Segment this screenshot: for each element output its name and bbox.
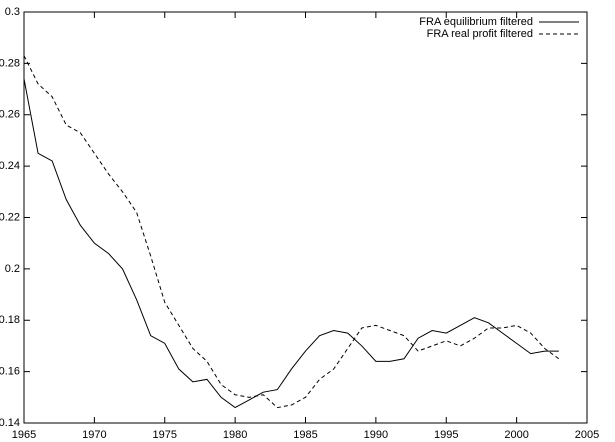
x-tick-label: 2005 — [575, 429, 599, 441]
y-tick-label: 0.22 — [0, 211, 20, 223]
x-tick-label: 2000 — [504, 429, 528, 441]
x-tick-label: 1980 — [223, 429, 247, 441]
x-tick-label: 1970 — [82, 429, 106, 441]
legend-label: FRA real profit filtered — [427, 28, 533, 40]
y-tick-label: 0.18 — [0, 314, 20, 326]
x-tick-label: 1985 — [293, 429, 317, 441]
y-tick-label: 0.16 — [0, 366, 20, 378]
y-tick-label: 0.14 — [0, 417, 20, 429]
y-tick-label: 0.26 — [0, 109, 20, 121]
y-tick-label: 0.3 — [5, 6, 20, 18]
data-line — [23, 55, 560, 409]
x-tick-label: 1990 — [364, 429, 388, 441]
y-tick-label: 0.28 — [0, 57, 20, 69]
x-tick-label: 1995 — [434, 429, 458, 441]
data-line — [23, 78, 559, 409]
y-tick-label: 0.2 — [5, 263, 20, 275]
y-tick-label: 0.24 — [0, 160, 20, 172]
x-tick-label: 1965 — [12, 429, 36, 441]
plot-frame — [23, 11, 588, 424]
legend-label: FRA equilibrium filtered — [419, 16, 533, 28]
x-tick-label: 1975 — [153, 429, 177, 441]
